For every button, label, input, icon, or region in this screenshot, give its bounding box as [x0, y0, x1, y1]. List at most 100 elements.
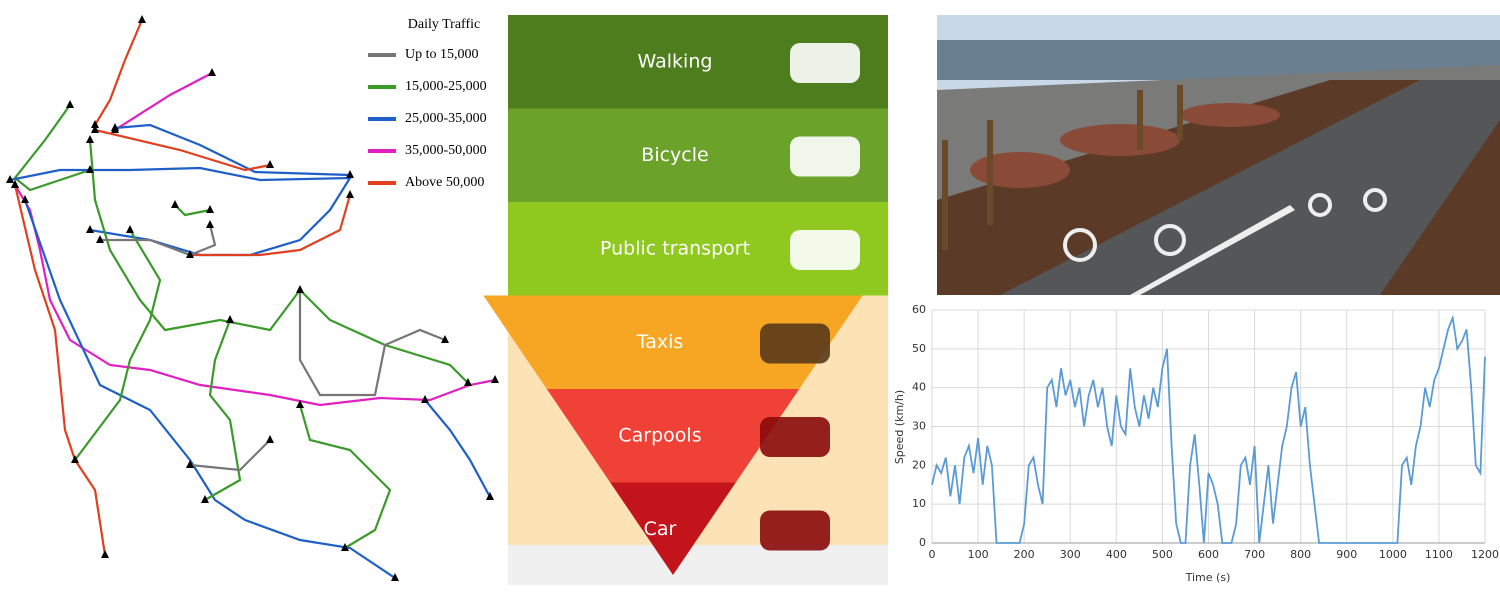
- road: [298, 404, 392, 549]
- x-tick-label: 900: [1336, 548, 1357, 561]
- road: [13, 184, 107, 556]
- pyramid-level: [508, 202, 888, 296]
- icon: [760, 510, 830, 551]
- icon: [790, 43, 860, 83]
- y-tick-label: 40: [912, 381, 926, 394]
- road: [23, 199, 396, 579]
- node: [171, 200, 179, 208]
- node: [206, 220, 214, 228]
- node: [21, 195, 29, 203]
- road: [9, 166, 353, 257]
- y-tick-label: 30: [912, 420, 926, 433]
- icon: [760, 417, 830, 457]
- y-axis-label: Speed (km/h): [893, 390, 906, 464]
- node: [86, 225, 94, 233]
- road: [114, 123, 351, 177]
- bike-lane-photo: [937, 15, 1500, 295]
- road: [94, 128, 271, 172]
- node: [11, 180, 19, 188]
- pyramid-level: [508, 15, 888, 109]
- road: [14, 184, 496, 407]
- road: [174, 204, 211, 217]
- icon: [790, 136, 860, 177]
- x-tick-label: 500: [1152, 548, 1173, 561]
- x-tick-label: 300: [1060, 548, 1081, 561]
- node: [296, 400, 304, 408]
- node: [266, 435, 274, 443]
- speed-line: [931, 314, 1486, 544]
- node: [186, 460, 194, 468]
- node: [341, 543, 349, 551]
- road: [114, 72, 213, 131]
- node: [206, 205, 214, 213]
- node: [464, 378, 472, 386]
- pyramid-label: Carpools: [618, 424, 701, 446]
- node: [266, 160, 274, 168]
- pyramid-label: Walking: [638, 50, 713, 72]
- pyramid-label: Public transport: [600, 237, 750, 259]
- pyramid-floor: [508, 545, 888, 585]
- y-tick-label: 20: [912, 458, 926, 471]
- road: [13, 104, 91, 192]
- node: [96, 235, 104, 243]
- y-tick-label: 60: [912, 303, 926, 316]
- road: [204, 319, 242, 501]
- node: [86, 165, 94, 173]
- icon: [790, 230, 860, 270]
- node: [91, 120, 99, 128]
- road: [298, 290, 446, 397]
- x-tick-label: 200: [1014, 548, 1035, 561]
- road: [94, 19, 144, 126]
- pyramid-level: [546, 389, 800, 483]
- road: [88, 139, 469, 384]
- legend-title: Daily Traffic: [408, 17, 480, 32]
- y-tick-label: 0: [919, 536, 926, 549]
- y-tick-label: 10: [912, 497, 926, 510]
- legend: Daily Traffic Up to 15,000 15,000-25,000 2…: [368, 17, 487, 190]
- road: [189, 439, 271, 472]
- pyramid-label: Car: [644, 518, 677, 540]
- x-tick-label: 600: [1198, 548, 1219, 561]
- node: [91, 125, 99, 133]
- node: [346, 190, 354, 198]
- road: [424, 399, 491, 498]
- x-tick-label: 700: [1244, 548, 1265, 561]
- node: [491, 375, 499, 383]
- node: [208, 68, 216, 76]
- x-tick-label: 1200: [1471, 548, 1499, 561]
- legend-label: 15,000-25,000: [405, 79, 487, 94]
- node: [66, 100, 74, 108]
- node: [111, 123, 119, 131]
- pyramid-level: [508, 108, 888, 202]
- pyramid-label: Taxis: [636, 331, 684, 353]
- legend-label: Above 50,000: [405, 175, 484, 190]
- x-tick-label: 1100: [1425, 548, 1453, 561]
- node: [486, 492, 494, 500]
- pyramid-level: [483, 295, 863, 389]
- x-tick-label: 0: [929, 548, 936, 561]
- node: [201, 495, 209, 503]
- node: [226, 315, 234, 323]
- node: [441, 335, 449, 343]
- node: [346, 170, 354, 178]
- node: [138, 15, 146, 23]
- legend-label: 35,000-50,000: [405, 143, 487, 158]
- node: [186, 250, 194, 258]
- x-tick-label: 400: [1106, 548, 1127, 561]
- pyramid: Walking Bicycle Public transport Taxis Carpo…: [483, 15, 888, 575]
- legend-label: Up to 15,000: [405, 47, 479, 62]
- road: [74, 229, 162, 461]
- road: [100, 224, 217, 257]
- node: [6, 175, 14, 183]
- x-tick-label: 800: [1290, 548, 1311, 561]
- road: [190, 194, 352, 257]
- node: [101, 550, 109, 558]
- node: [296, 285, 304, 293]
- pyramid-label: Bicycle: [641, 144, 708, 166]
- pyramid-level: [610, 482, 736, 575]
- node: [86, 135, 94, 143]
- node: [71, 455, 79, 463]
- node: [126, 225, 134, 233]
- icon: [760, 323, 830, 364]
